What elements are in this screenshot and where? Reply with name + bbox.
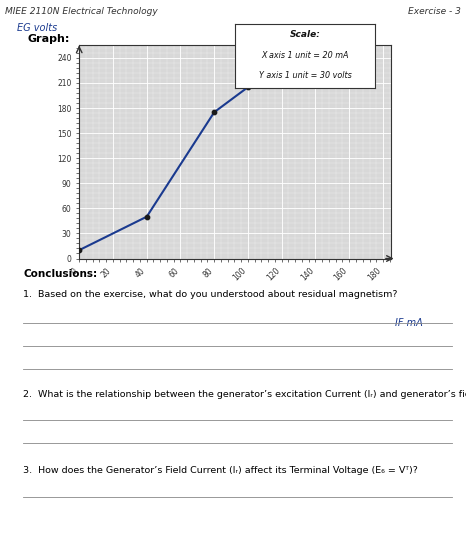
Point xyxy=(75,246,83,254)
Point xyxy=(244,83,252,91)
Text: EG volts: EG volts xyxy=(17,22,57,33)
Text: Graph:: Graph: xyxy=(27,34,70,44)
Text: Exercise - 3: Exercise - 3 xyxy=(409,7,461,17)
Point xyxy=(345,54,353,62)
Point xyxy=(312,60,319,69)
Point xyxy=(278,70,286,79)
Text: IF mA: IF mA xyxy=(395,318,423,328)
Text: X axis 1 unit = 20 mA: X axis 1 unit = 20 mA xyxy=(261,51,349,60)
Point xyxy=(143,213,151,221)
Text: 1.  Based on the exercise, what do you understood about residual magnetism?: 1. Based on the exercise, what do you un… xyxy=(23,290,398,299)
Text: Y axis 1 unit = 30 volts: Y axis 1 unit = 30 volts xyxy=(259,71,352,80)
Text: MIEE 2110N Electrical Technology: MIEE 2110N Electrical Technology xyxy=(5,7,158,17)
Point xyxy=(211,108,218,116)
Text: 3.  How does the Generator’s Field Current (Iᵣ) affect its Terminal Voltage (E₆ : 3. How does the Generator’s Field Curren… xyxy=(23,466,418,475)
Text: 2.  What is the relationship between the generator’s excitation Current (Iᵣ) and: 2. What is the relationship between the … xyxy=(23,390,466,399)
Text: Scale:: Scale: xyxy=(290,30,321,39)
Text: Conclusions:: Conclusions: xyxy=(23,270,97,279)
